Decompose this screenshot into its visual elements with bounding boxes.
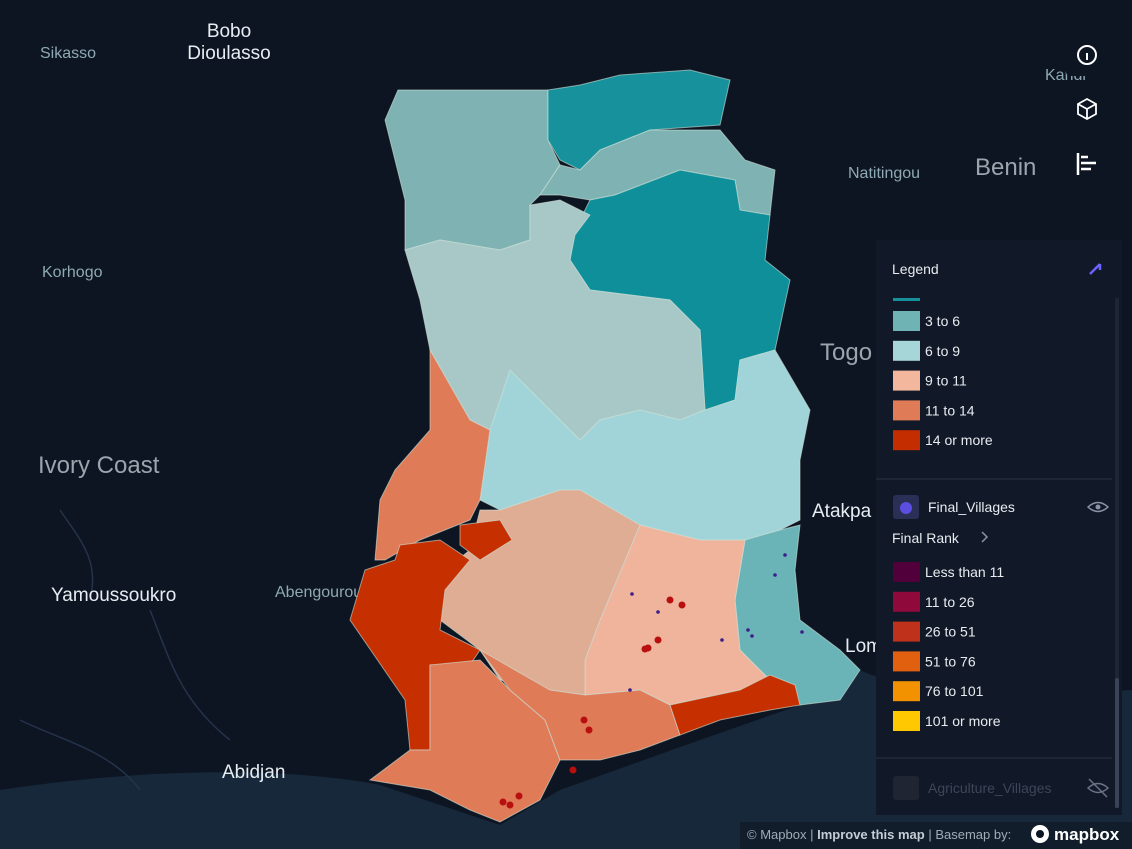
separator: | bbox=[928, 827, 935, 842]
legend-label: 11 to 14 bbox=[925, 402, 975, 418]
legend-button[interactable] bbox=[1066, 144, 1108, 186]
place-label: Atakpa bbox=[812, 501, 872, 522]
visibility-toggle[interactable] bbox=[1086, 501, 1110, 513]
region bbox=[547, 69, 731, 171]
region bbox=[459, 519, 513, 561]
map-controls bbox=[1066, 34, 1108, 186]
legend-swatch bbox=[893, 430, 920, 451]
legend-label: Less than 11 bbox=[925, 564, 1004, 580]
chart-icon bbox=[1076, 153, 1096, 175]
separator: | bbox=[810, 827, 817, 842]
field-name: Final Rank bbox=[892, 530, 960, 546]
legend-label: 26 to 51 bbox=[925, 624, 976, 640]
legend: Legend Final_Villages Final Rank Agricul… bbox=[876, 240, 1122, 815]
ocean bbox=[0, 670, 1132, 849]
place-labels: Bobo Dioulasso Sikasso Kandi Natitingou … bbox=[38, 21, 1086, 783]
layer-name: Agriculture_Villages bbox=[928, 780, 1051, 796]
layer-icon bbox=[893, 776, 919, 800]
region bbox=[479, 649, 681, 761]
rivers bbox=[19, 509, 231, 791]
legend-swatch bbox=[893, 591, 920, 612]
scrollbar-track bbox=[1115, 298, 1119, 808]
attribution-bg bbox=[740, 822, 1132, 849]
cube-icon bbox=[1077, 97, 1097, 121]
legend-swatch bbox=[893, 370, 920, 391]
mapbox-brand: mapbox bbox=[1054, 825, 1120, 844]
legend-swatch-partial bbox=[893, 298, 920, 301]
mapbox-logo bbox=[1036, 830, 1044, 838]
visibility-toggle bbox=[1095, 504, 1101, 510]
legend-swatch bbox=[893, 681, 920, 702]
legend-swatch bbox=[893, 311, 920, 331]
legend-label: 3 to 6 bbox=[925, 313, 960, 329]
layer-icon bbox=[900, 502, 912, 514]
legend-swatch bbox=[893, 340, 920, 361]
attribution: © Mapbox | Improve this map | Basemap by… bbox=[747, 827, 1011, 842]
layer-name: Final_Villages bbox=[928, 499, 1015, 515]
place-label: Natitingou bbox=[848, 165, 920, 182]
legend-swatch bbox=[893, 400, 920, 421]
place-label: Bobo bbox=[207, 21, 251, 42]
place-label: Abidjan bbox=[222, 762, 285, 783]
legend-label: 76 to 101 bbox=[925, 683, 984, 699]
country-label: Benin bbox=[975, 154, 1036, 181]
legend-swatch bbox=[893, 621, 920, 642]
place-label: Sikasso bbox=[40, 45, 96, 62]
country-label: Ivory Coast bbox=[38, 452, 160, 479]
legend-label: 14 or more bbox=[925, 432, 993, 448]
visibility-toggle[interactable] bbox=[1086, 778, 1110, 798]
regions bbox=[349, 69, 861, 823]
village-points bbox=[628, 553, 804, 692]
village-points bbox=[499, 596, 686, 809]
collapse-icon[interactable] bbox=[1089, 263, 1102, 275]
attribution-copyright: © Mapbox bbox=[747, 827, 807, 842]
legend-title: Legend bbox=[892, 261, 939, 277]
legend-swatch bbox=[893, 651, 920, 672]
basemap-text: Basemap by: bbox=[935, 827, 1011, 842]
improve-link[interactable]: Improve this map bbox=[817, 827, 925, 842]
region bbox=[669, 674, 801, 736]
place-label: Dioulasso bbox=[187, 43, 270, 64]
legend-label: 11 to 26 bbox=[925, 594, 975, 610]
info-icon bbox=[1077, 45, 1097, 65]
legend-label: 6 to 9 bbox=[925, 343, 960, 359]
place-label: Korhogo bbox=[42, 264, 103, 281]
place-label: Yamoussoukro bbox=[51, 585, 176, 606]
legend-label: 9 to 11 bbox=[925, 373, 967, 389]
legend-label: 51 to 76 bbox=[925, 653, 976, 669]
expand-arrow[interactable] bbox=[981, 531, 989, 543]
country-label: Togo bbox=[820, 339, 872, 366]
scrollbar-thumb[interactable] bbox=[1115, 678, 1119, 808]
legend-swatch bbox=[893, 711, 920, 731]
legend-swatch bbox=[893, 562, 920, 582]
legend-label: 101 or more bbox=[925, 713, 1001, 729]
place-label: Abengourou bbox=[275, 584, 362, 601]
